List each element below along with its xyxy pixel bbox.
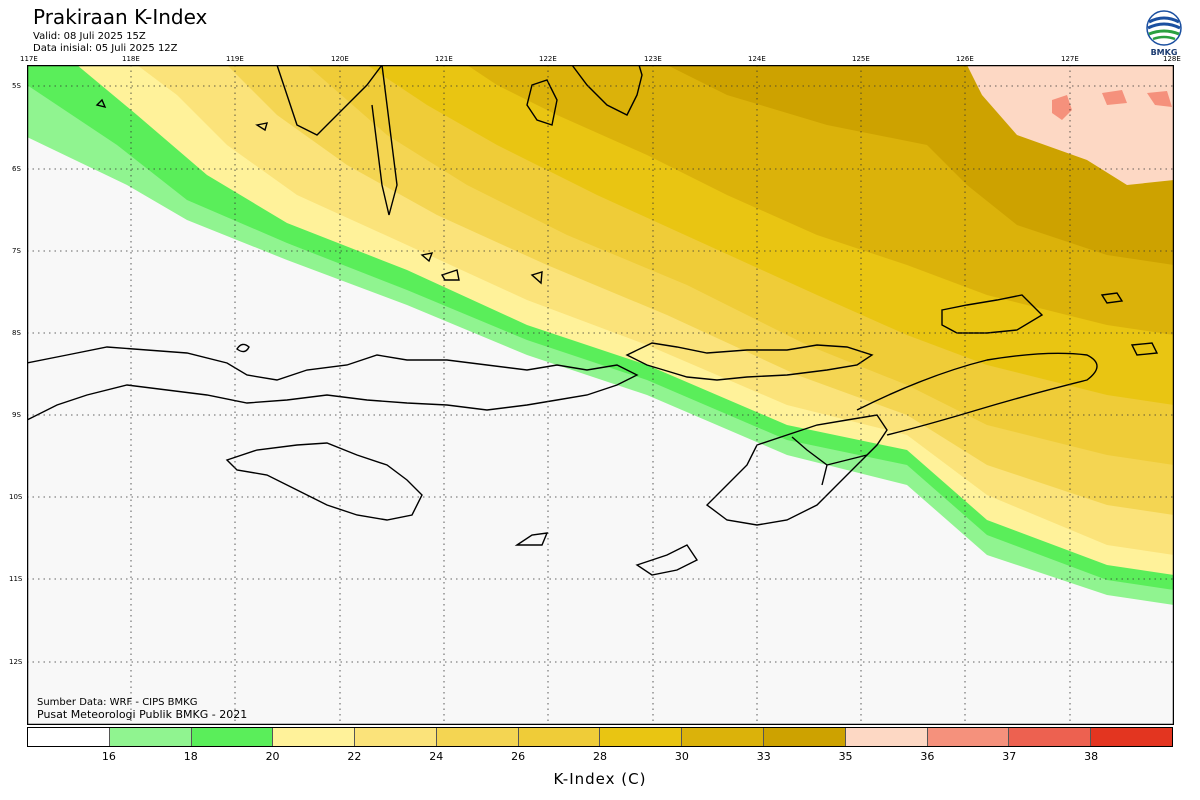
lon-label-124e: 124E: [748, 55, 766, 63]
lon-label-122e: 122E: [539, 55, 557, 63]
legend-swatch: [927, 728, 1010, 746]
coastlines: [27, 65, 1159, 576]
legend-label: 36: [920, 750, 935, 763]
lon-label-127e: 127E: [1061, 55, 1079, 63]
organization-credit: Pusat Meteorologi Publik BMKG - 2021: [37, 708, 248, 721]
initial-data-time: Data inisial: 05 Juli 2025 12Z: [33, 43, 178, 54]
map-title: Prakiraan K-Index: [33, 5, 208, 29]
legend-label: 28: [593, 750, 607, 763]
lat-label-6s: 6S: [12, 165, 21, 173]
legend-swatch: [1009, 728, 1092, 746]
legend-swatch: [682, 728, 765, 746]
lon-label-125e: 125E: [852, 55, 870, 63]
logo-text: BMKG: [1151, 48, 1178, 57]
legend-label: 20: [265, 750, 280, 763]
legend-swatch: [355, 728, 437, 746]
legend-swatch: [518, 728, 601, 746]
valid-time: Valid: 08 Juli 2025 15Z: [33, 31, 146, 42]
lat-label-10s: 10S: [9, 493, 23, 501]
lat-label-9s: 9S: [12, 411, 21, 419]
lon-label-119e: 119E: [226, 55, 244, 63]
lon-label-120e: 120E: [331, 55, 349, 63]
lon-label-128e: 128E: [1163, 55, 1181, 63]
legend-labels: 16 18 20 22 24 26 28 30 33 35 36 37 38: [27, 750, 1173, 764]
legend-label: 26: [511, 750, 526, 763]
k-index-map: 117E 118E 119E 120E 121E 122E 123E 124E …: [27, 65, 1174, 725]
legend-title: K-Index (C): [553, 770, 647, 788]
legend-label: 30: [674, 750, 689, 763]
legend-swatch: [1091, 728, 1172, 746]
lon-label-117e: 117E: [20, 55, 38, 63]
bmkg-logo-icon: BMKG: [1146, 10, 1182, 57]
lon-label-118e: 118E: [122, 55, 140, 63]
legend-swatch: [600, 728, 683, 746]
lat-label-12s: 12S: [9, 658, 23, 666]
legend-label: 18: [183, 750, 198, 763]
legend-label: 35: [838, 750, 853, 763]
legend-label: 16: [101, 750, 116, 763]
legend-label: 22: [347, 750, 362, 763]
contour-36-c: [1147, 91, 1172, 107]
lat-label-11s: 11S: [9, 575, 23, 583]
legend-label: 38: [1084, 750, 1099, 763]
lat-label-8s: 8S: [12, 329, 21, 337]
color-legend: [27, 727, 1173, 747]
map-frame: [27, 65, 1174, 725]
legend-swatch: [28, 728, 110, 746]
lon-label-121e: 121E: [435, 55, 453, 63]
legend-swatch: [845, 728, 928, 746]
contour-36-a: [1052, 95, 1072, 120]
legend-swatch: [191, 728, 274, 746]
legend-label: 37: [1002, 750, 1017, 763]
lat-label-5s: 5S: [12, 82, 21, 90]
legend-label: 33: [756, 750, 771, 763]
legend-swatch: [436, 728, 519, 746]
legend-swatch: [764, 728, 846, 746]
lon-label-123e: 123E: [644, 55, 662, 63]
legend-label: 24: [429, 750, 444, 763]
legend-swatch: [273, 728, 356, 746]
data-source: Sumber Data: WRF - CIPS BMKG: [37, 697, 198, 708]
lon-label-126e: 126E: [956, 55, 974, 63]
legend-swatch: [109, 728, 192, 746]
lat-label-7s: 7S: [12, 247, 21, 255]
contour-36-b: [1102, 90, 1127, 105]
graticule: [27, 65, 1174, 725]
